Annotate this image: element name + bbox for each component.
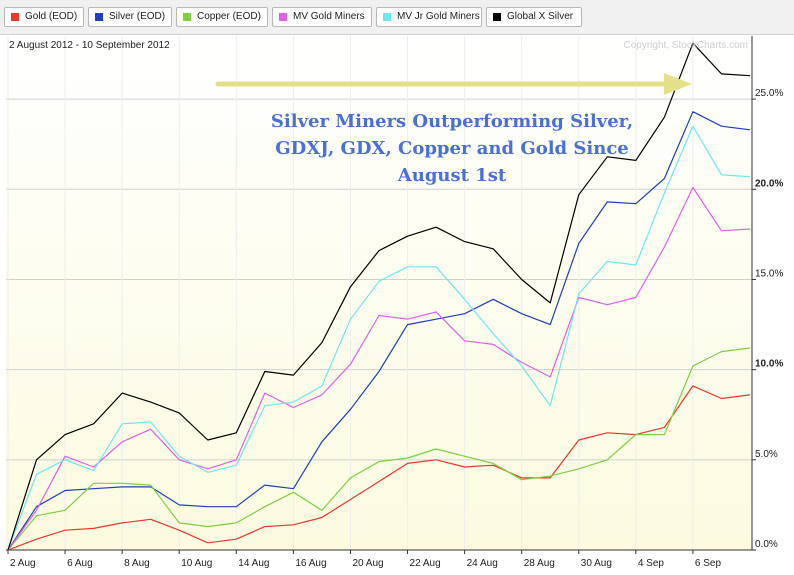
x-tick-label: 20 Aug xyxy=(352,558,383,569)
copyright-text: Copyright, StockCharts.com xyxy=(624,40,749,51)
y-tick-label: 25.0% xyxy=(755,88,783,99)
series-line-copper-eod xyxy=(7,347,751,551)
legend-swatch-icon xyxy=(493,13,501,21)
legend-item-gdxj[interactable]: MV Jr Gold Miners xyxy=(376,7,482,27)
legend-bar: Gold (EOD) Silver (EOD) Copper (EOD) MV … xyxy=(0,0,794,35)
legend-item-gdx[interactable]: MV Gold Miners xyxy=(272,7,372,27)
annotation-text: Silver Miners Outperforming Silver, GDXJ… xyxy=(271,111,633,186)
x-tick-label: 14 Aug xyxy=(238,558,269,569)
x-tick-label: 4 Sep xyxy=(638,558,665,569)
legend-item-sil[interactable]: Global X Silver xyxy=(486,7,582,27)
legend-item-gold[interactable]: Gold (EOD) xyxy=(4,7,84,27)
legend-label: Gold (EOD) xyxy=(25,11,78,22)
x-tick-label: 22 Aug xyxy=(410,558,441,569)
x-tick-label: 2 Aug xyxy=(10,558,36,569)
x-tick-label: 16 Aug xyxy=(295,558,326,569)
legend-label: MV Jr Gold Miners xyxy=(397,11,480,22)
date-range: 2 August 2012 - 10 September 2012 xyxy=(9,40,170,51)
series-line-mv-jr-gold-miners xyxy=(7,125,751,551)
annotation-arrow-icon xyxy=(215,73,692,95)
plot-background xyxy=(6,36,752,550)
y-tick-label: 0.0% xyxy=(755,539,778,550)
x-tick-label: 6 Sep xyxy=(695,558,722,569)
y-tick-label: 20.0% xyxy=(755,178,783,189)
series-line-silver-eod xyxy=(7,111,751,551)
legend-swatch-icon xyxy=(11,13,19,21)
legend-swatch-icon xyxy=(183,13,191,21)
annotation-line-2: GDXJ, GDX, Copper and Gold Since xyxy=(275,138,628,159)
legend-swatch-icon xyxy=(279,13,287,21)
y-tick-label: 10.0% xyxy=(755,359,783,370)
x-tick-label: 30 Aug xyxy=(581,558,612,569)
series-line-gold-eod xyxy=(7,385,751,551)
x-tick-label: 6 Aug xyxy=(67,558,93,569)
annotation-line-3: August 1st xyxy=(397,165,507,186)
legend-item-silver[interactable]: Silver (EOD) xyxy=(88,7,172,27)
x-tick-label: 28 Aug xyxy=(524,558,555,569)
x-tick-label: 8 Aug xyxy=(124,558,150,569)
legend-swatch-icon xyxy=(383,13,391,21)
legend-label: Copper (EOD) xyxy=(197,11,261,22)
series-line-global-x-silver xyxy=(7,42,751,551)
legend-label: Silver (EOD) xyxy=(109,11,166,22)
y-tick-label: 15.0% xyxy=(755,268,783,279)
legend-swatch-icon xyxy=(95,13,103,21)
x-tick-label: 10 Aug xyxy=(181,558,212,569)
series-line-mv-gold-miners xyxy=(7,186,751,551)
y-tick-label: 5.0% xyxy=(755,449,778,460)
legend-label: MV Gold Miners xyxy=(293,11,365,22)
x-tick-label: 24 Aug xyxy=(467,558,498,569)
legend-item-copper[interactable]: Copper (EOD) xyxy=(176,7,268,27)
annotation-line-1: Silver Miners Outperforming Silver, xyxy=(271,111,633,132)
legend-label: Global X Silver xyxy=(507,11,574,22)
